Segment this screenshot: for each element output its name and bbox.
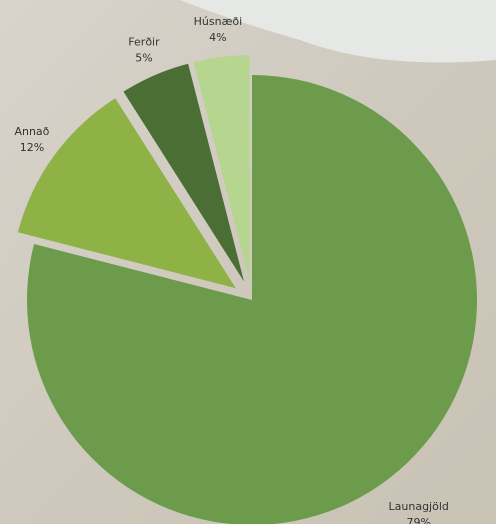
- slice-value-label: 5%: [135, 51, 152, 64]
- slice-value-label: 4%: [209, 31, 226, 44]
- pie-slice: [123, 63, 245, 282]
- slice-label: Ferðir: [128, 35, 160, 48]
- pie-slice: [17, 98, 236, 289]
- pie-slice: [193, 55, 250, 281]
- slice-value-label: 79%: [406, 516, 430, 524]
- slice-label: Annað: [14, 125, 49, 138]
- pie-slice: [27, 75, 477, 524]
- slice-label: Húsnæði: [194, 15, 243, 28]
- slice-value-label: 12%: [20, 141, 44, 154]
- slice-label: Launagjöld: [389, 500, 449, 513]
- pie: Launagjöld 79% Annað 12% Ferðir 5% Húsnæði 4%: [14, 15, 477, 524]
- background-sky: [180, 0, 496, 63]
